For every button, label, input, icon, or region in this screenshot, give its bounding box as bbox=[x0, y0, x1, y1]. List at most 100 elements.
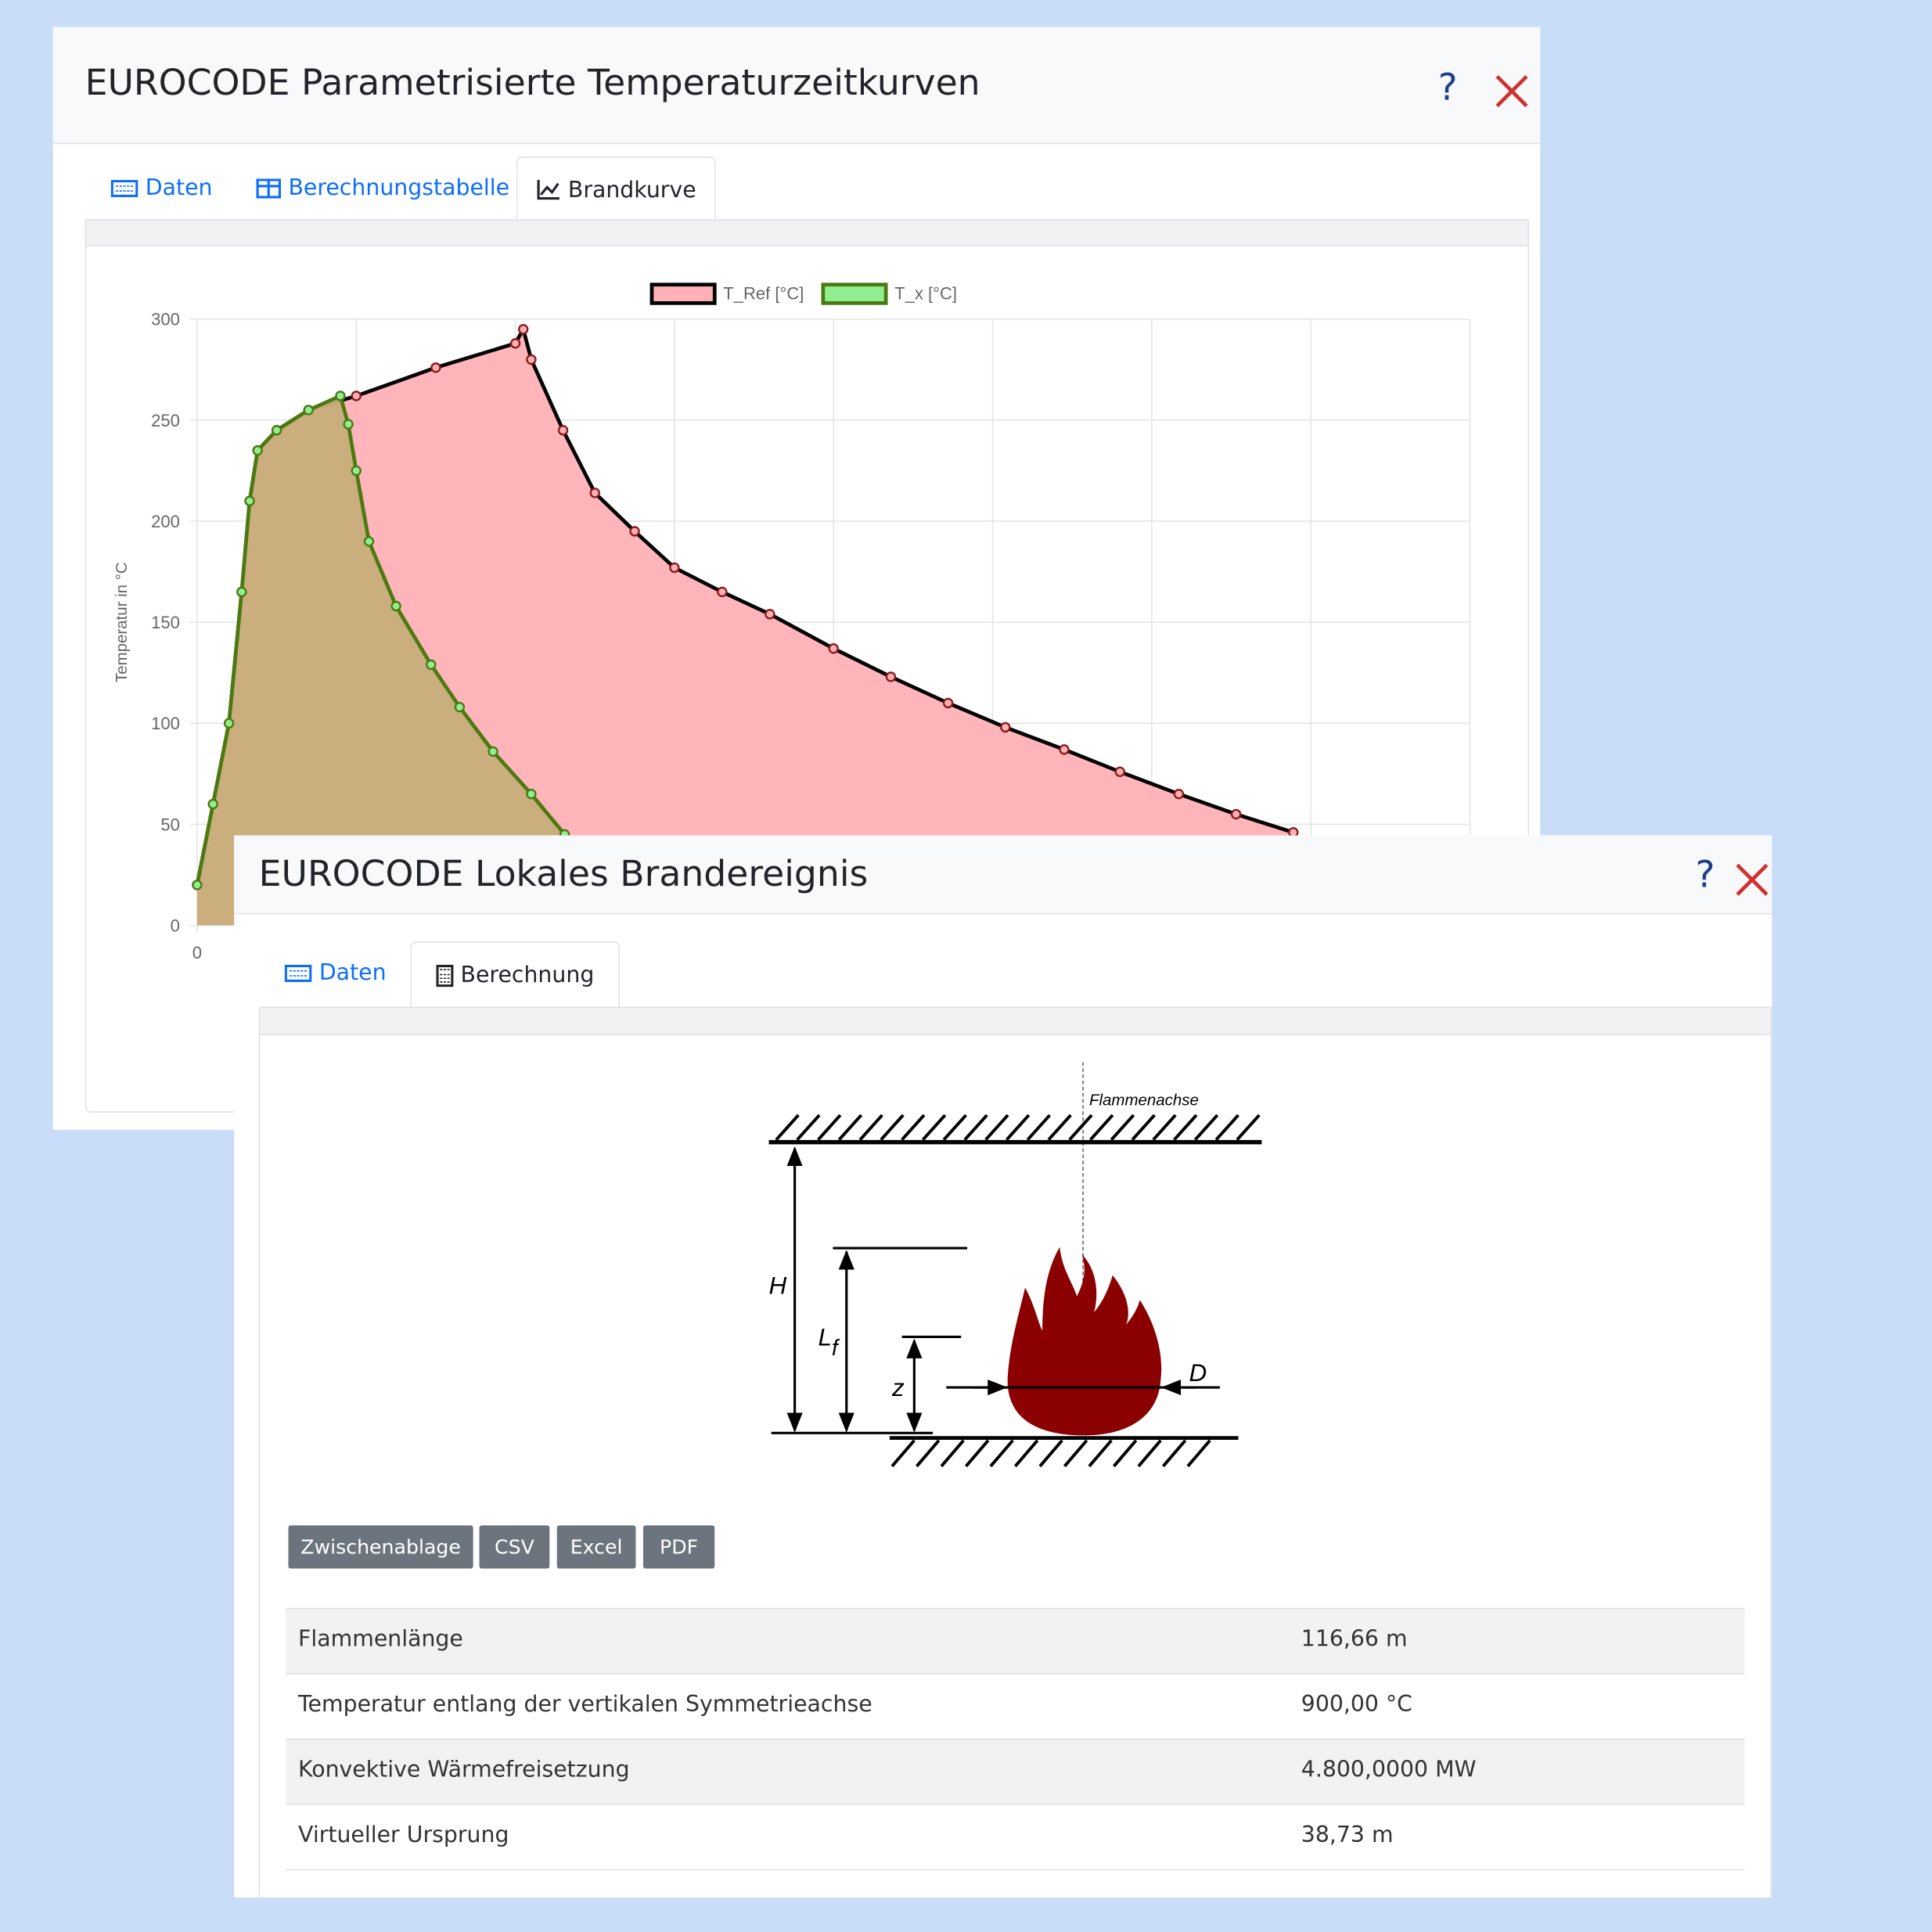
header bbox=[52, 27, 1541, 145]
table-row: Temperatur entlang der vertikalen Symmet… bbox=[286, 1673, 1745, 1739]
hatch-line bbox=[989, 1439, 1014, 1468]
hatch-line bbox=[1193, 1114, 1219, 1141]
point bbox=[454, 701, 466, 713]
help-button[interactable]: ? bbox=[1695, 854, 1715, 898]
point bbox=[223, 718, 235, 729]
point bbox=[526, 788, 537, 800]
hatch-line bbox=[775, 1114, 800, 1141]
point bbox=[351, 465, 362, 477]
hatch-line bbox=[1236, 1114, 1261, 1141]
export-button[interactable]: Zwischenablage bbox=[288, 1525, 473, 1569]
hatch-line bbox=[1063, 1439, 1088, 1468]
y-tick-label: 200 bbox=[151, 512, 180, 531]
diagram-label: L bbox=[818, 1322, 833, 1351]
tab-label: Berechnungstabelle bbox=[288, 174, 510, 201]
hatch-line bbox=[1173, 1114, 1198, 1141]
hatch-line bbox=[942, 1114, 967, 1141]
hatch-line bbox=[1112, 1439, 1138, 1468]
close-button[interactable] bbox=[1735, 862, 1769, 897]
cell: Konvektive Wärmefreisetzung bbox=[298, 1757, 630, 1783]
legend-label: T_x [°C] bbox=[894, 284, 957, 304]
diagram-label: D bbox=[1189, 1358, 1207, 1387]
hatch-line bbox=[837, 1114, 863, 1141]
hatch-line bbox=[984, 1114, 1009, 1141]
point bbox=[426, 659, 437, 671]
point bbox=[1230, 808, 1242, 820]
point bbox=[335, 390, 346, 401]
hatch-line bbox=[1214, 1114, 1239, 1141]
point bbox=[629, 526, 640, 537]
card-header bbox=[258, 1006, 1772, 1035]
point bbox=[271, 425, 282, 436]
y-tick-label: 300 bbox=[151, 310, 180, 329]
hatch-line bbox=[921, 1114, 947, 1141]
hatch-line bbox=[963, 1114, 988, 1141]
table-row: Flammenlänge 116,66 m bbox=[286, 1607, 1745, 1674]
hatch-line bbox=[880, 1114, 905, 1141]
hatch-line bbox=[1013, 1439, 1039, 1468]
tab-label: Daten bbox=[318, 959, 387, 986]
point bbox=[526, 354, 537, 365]
tab[interactable]: Brandkurve bbox=[516, 156, 716, 222]
hatch-line bbox=[1161, 1439, 1187, 1468]
tab-label: Daten bbox=[145, 174, 213, 201]
point bbox=[885, 671, 897, 682]
export-button[interactable]: CSV bbox=[479, 1525, 550, 1569]
export-button[interactable]: PDF bbox=[642, 1525, 715, 1569]
window: EUROCODE Lokales Brandereignis ? Daten B… bbox=[234, 835, 1772, 1898]
export-button[interactable]: Excel bbox=[556, 1525, 636, 1569]
flame bbox=[1007, 1247, 1162, 1436]
point bbox=[430, 362, 441, 373]
point bbox=[390, 600, 401, 612]
diagram-label: z bbox=[891, 1373, 905, 1401]
y-tick-label: 50 bbox=[160, 815, 180, 834]
hatch-line bbox=[1005, 1114, 1031, 1141]
y-tick-label: 250 bbox=[151, 411, 180, 430]
diagram-label: H bbox=[769, 1271, 787, 1299]
hatch-line bbox=[858, 1114, 883, 1141]
tab[interactable]: Berechnungstabelle bbox=[256, 174, 510, 201]
point bbox=[509, 338, 521, 349]
fire-diagram: Flammenachse H L f z D bbox=[769, 1062, 1262, 1468]
tab[interactable]: Daten bbox=[284, 959, 387, 986]
legend-swatch bbox=[821, 282, 888, 305]
cell: Virtueller Ursprung bbox=[298, 1822, 509, 1848]
point bbox=[1173, 788, 1185, 800]
area bbox=[196, 395, 565, 926]
hatch-line bbox=[1186, 1439, 1211, 1468]
hatch-line bbox=[1026, 1114, 1052, 1141]
point bbox=[343, 419, 354, 430]
point bbox=[363, 536, 375, 547]
y-axis-title: Temperatur in °C bbox=[113, 562, 131, 682]
hatch-line bbox=[890, 1439, 916, 1468]
point bbox=[942, 697, 954, 709]
hatch-line bbox=[1110, 1114, 1135, 1141]
hatch-line bbox=[1131, 1114, 1156, 1141]
close-button[interactable] bbox=[1495, 74, 1529, 108]
point bbox=[557, 425, 569, 436]
point bbox=[252, 444, 263, 456]
card bbox=[258, 1032, 1772, 1898]
hatch-line bbox=[1089, 1114, 1114, 1141]
hatch-line bbox=[901, 1114, 926, 1141]
tab[interactable]: Daten bbox=[110, 174, 213, 201]
y-tick-label: 0 bbox=[171, 916, 180, 935]
hatch-line bbox=[817, 1114, 842, 1141]
diagram-label: Flammenachse bbox=[1089, 1091, 1199, 1109]
point bbox=[487, 746, 498, 757]
legend-label: T_Ref [°C] bbox=[723, 284, 804, 304]
y-tick-label: 100 bbox=[151, 714, 180, 733]
hatch-line bbox=[1047, 1114, 1072, 1141]
hatch-line bbox=[1088, 1439, 1113, 1468]
window-title: EUROCODE Lokales Brandereignis bbox=[258, 852, 869, 895]
hatch-line bbox=[1068, 1114, 1093, 1141]
hatch-line bbox=[916, 1439, 941, 1468]
tab[interactable]: Berechnung bbox=[410, 941, 621, 1009]
point bbox=[669, 562, 680, 574]
cell: 38,73 m bbox=[1301, 1822, 1394, 1848]
point bbox=[207, 798, 218, 810]
cell: Flammenlänge bbox=[298, 1626, 463, 1653]
help-button[interactable]: ? bbox=[1437, 67, 1458, 110]
point bbox=[1000, 721, 1011, 733]
